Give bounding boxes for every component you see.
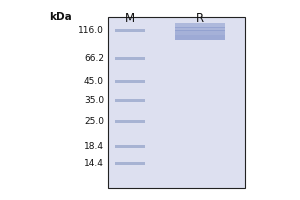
Bar <box>175 23 225 28</box>
Bar <box>115 80 145 83</box>
Text: kDa: kDa <box>49 12 71 22</box>
Bar <box>175 30 225 35</box>
Text: 18.4: 18.4 <box>84 142 104 151</box>
Text: 45.0: 45.0 <box>84 77 104 86</box>
Bar <box>115 57 145 60</box>
Bar <box>175 35 225 40</box>
Text: 116.0: 116.0 <box>78 26 104 35</box>
Bar <box>108 17 245 188</box>
Bar <box>115 145 145 148</box>
Bar <box>115 99 145 102</box>
Text: 66.2: 66.2 <box>84 54 104 63</box>
Text: R: R <box>196 12 204 25</box>
Bar <box>115 162 145 165</box>
Text: 14.4: 14.4 <box>84 159 104 168</box>
Text: 25.0: 25.0 <box>84 117 104 126</box>
Bar <box>175 27 225 31</box>
Text: M: M <box>125 12 135 25</box>
Bar <box>115 29 145 32</box>
Text: 35.0: 35.0 <box>84 96 104 105</box>
Bar <box>115 120 145 123</box>
